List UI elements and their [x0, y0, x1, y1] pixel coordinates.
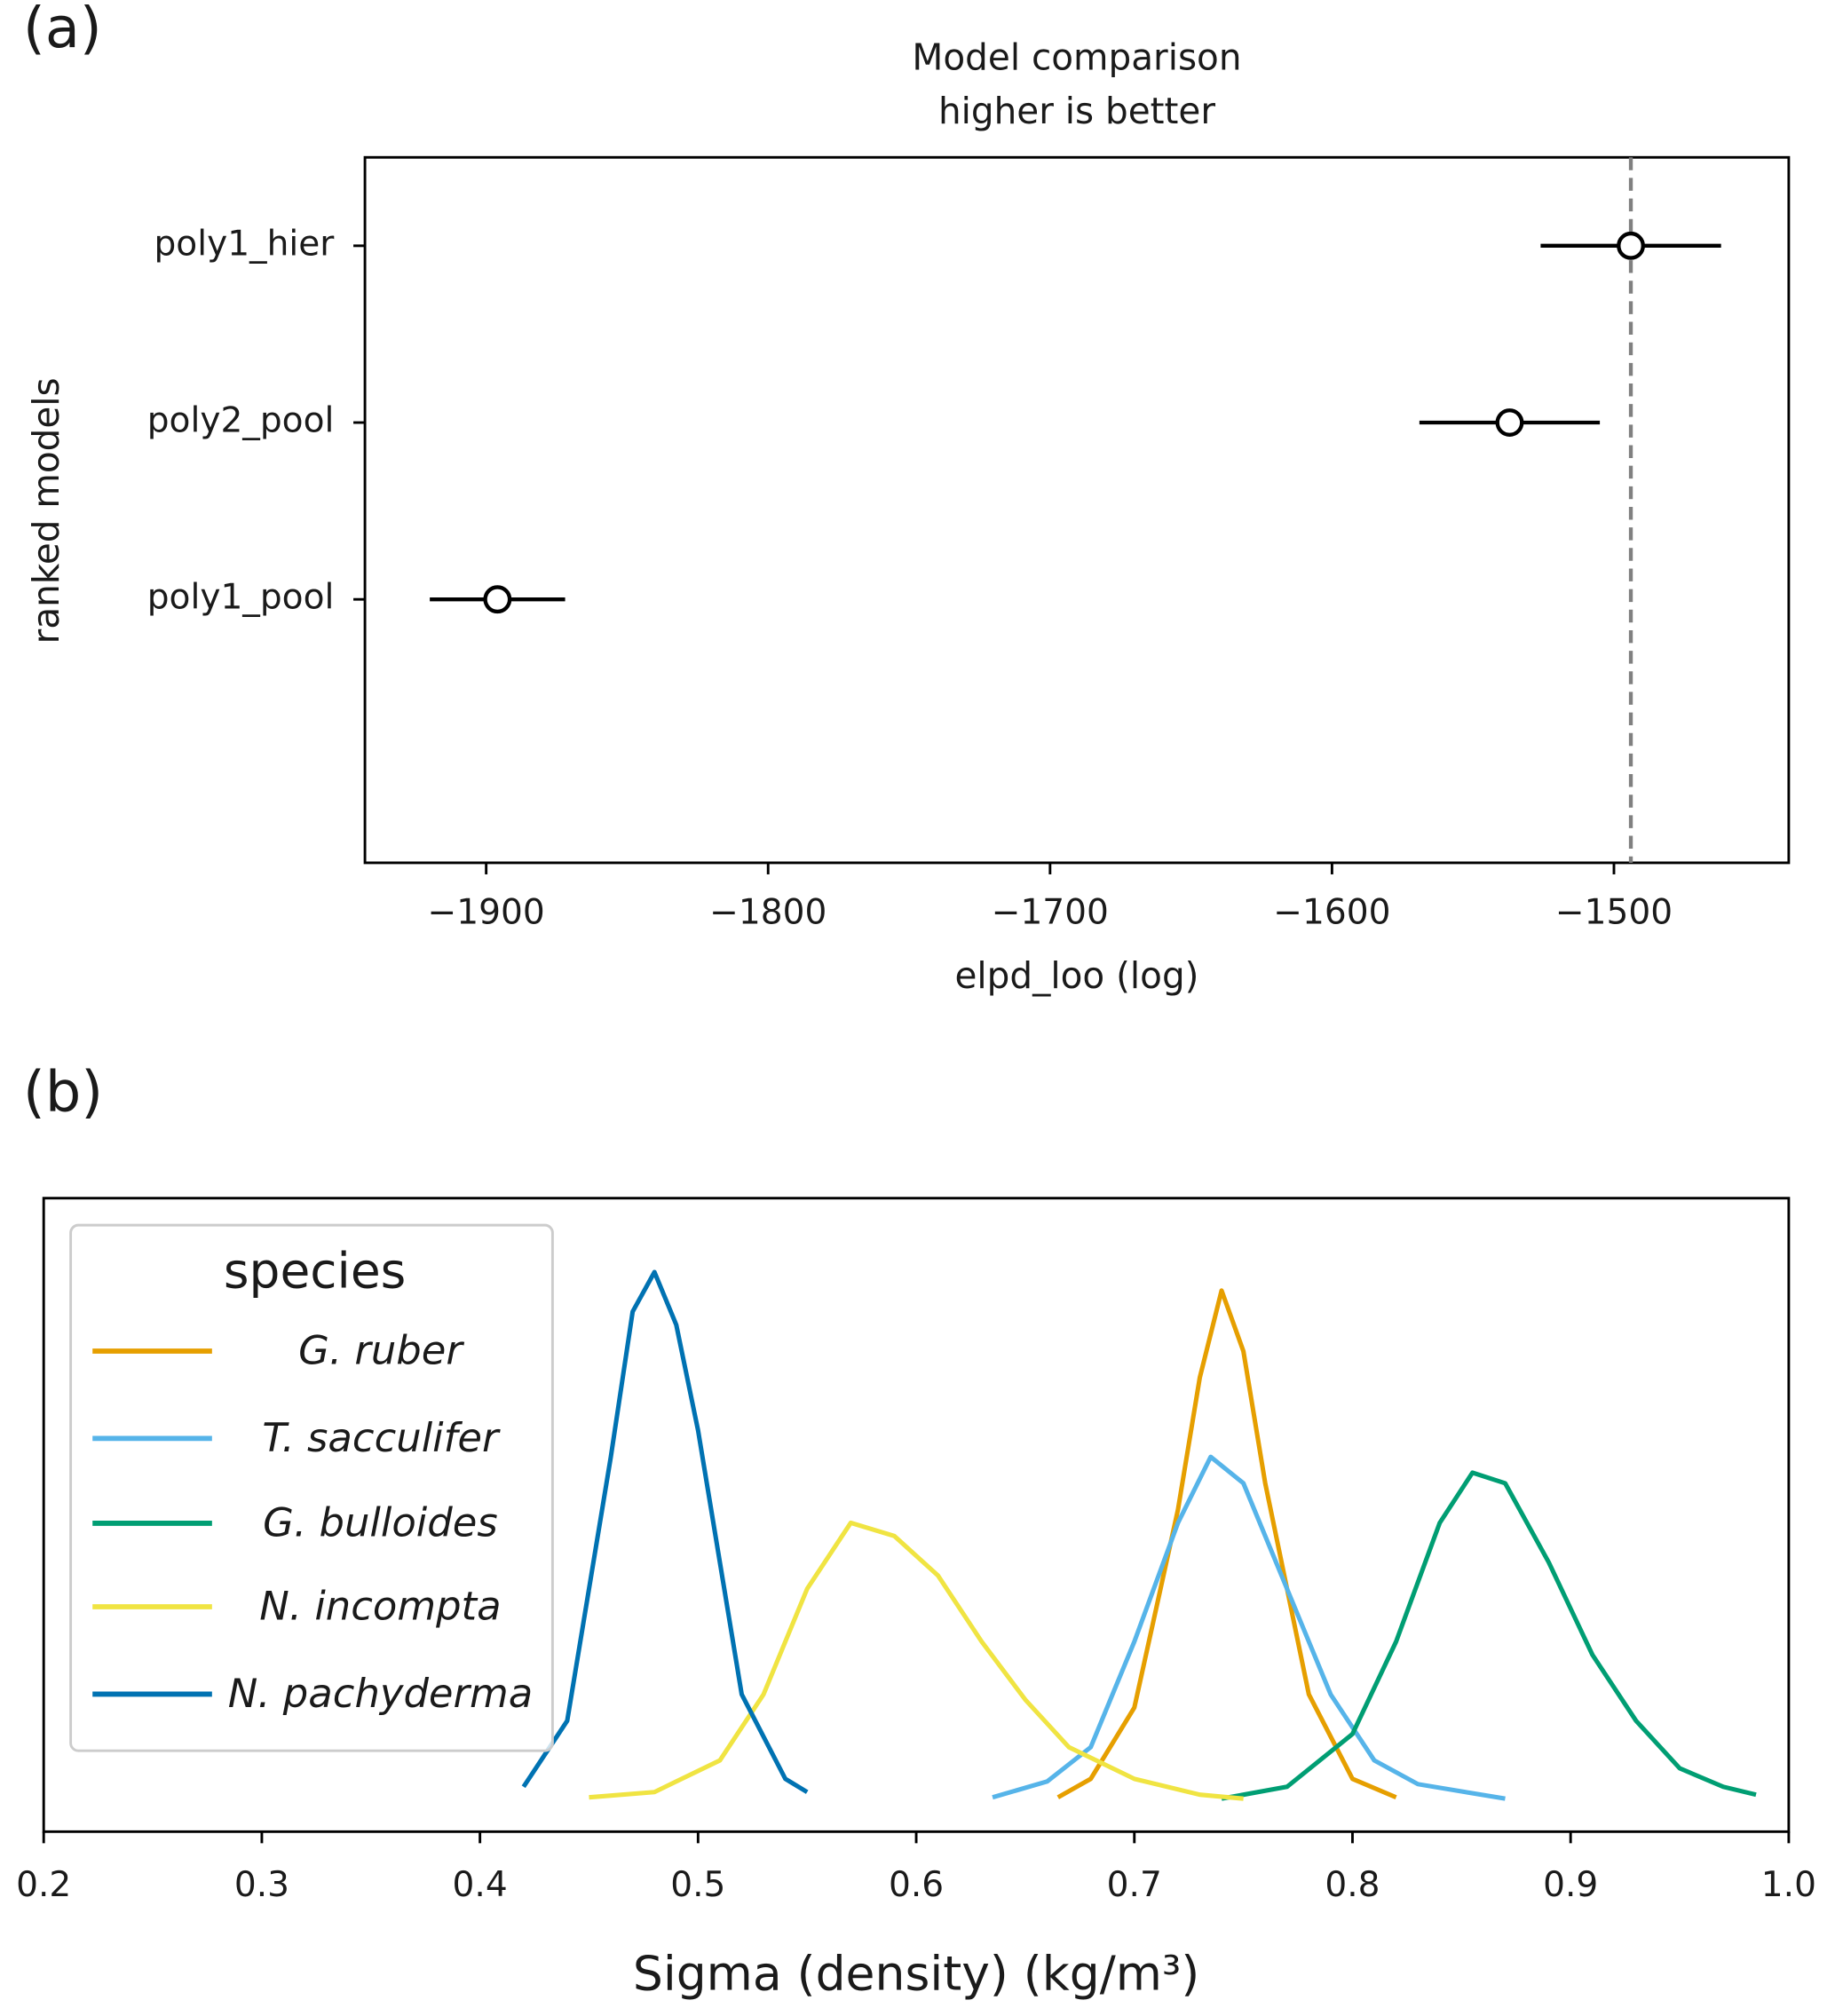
- x-tick-label: 0.3: [234, 1865, 289, 1905]
- x-tick-label: 1.0: [1761, 1865, 1816, 1905]
- density-line: [1056, 1288, 1397, 1800]
- x-tick-label: −1700: [992, 892, 1109, 932]
- y-tick-label: poly2_pool: [147, 401, 335, 441]
- chart-title: Model comparison: [912, 36, 1241, 78]
- x-tick-label: 0.8: [1325, 1865, 1380, 1905]
- legend-entry: N. pachyderma: [227, 1670, 534, 1717]
- point: [483, 585, 512, 614]
- density-line: [1221, 1470, 1757, 1801]
- legend-entry: T. sacculifer: [262, 1414, 499, 1461]
- legend-label: N. incompta: [259, 1583, 502, 1630]
- x-tick-label: 0.9: [1543, 1865, 1598, 1905]
- x-axis-label: Sigma (density) (kg/m³): [633, 1946, 1199, 2002]
- panel-label: (b): [23, 1060, 103, 1126]
- legend-label: G. ruber: [298, 1327, 463, 1374]
- plot-frame: [363, 155, 1791, 865]
- chart-subtitle: higher is better: [938, 90, 1215, 132]
- x-tick-label: 0.5: [670, 1865, 725, 1905]
- point: [1495, 408, 1524, 437]
- panel-label: (a): [23, 0, 102, 61]
- x-tick-label: −1600: [1273, 892, 1390, 932]
- legend-entry: G. bulloides: [263, 1499, 498, 1546]
- legend-entry: N. incompta: [259, 1583, 502, 1630]
- x-tick-label: −1900: [428, 892, 545, 932]
- x-axis-label: elpd_loo (log): [955, 954, 1199, 997]
- legend-label: T. sacculifer: [262, 1414, 499, 1461]
- x-tick-label: 0.6: [889, 1865, 944, 1905]
- x-tick-label: 0.7: [1107, 1865, 1162, 1905]
- y-tick-label: poly1_hier: [154, 224, 336, 264]
- legend-entry: G. ruber: [298, 1327, 463, 1374]
- y-axis-label: ranked models: [25, 377, 67, 644]
- x-tick-label: 0.4: [453, 1865, 508, 1905]
- legend-title: species: [224, 1242, 406, 1299]
- x-tick-label: −1800: [709, 892, 827, 932]
- density-line: [589, 1520, 1244, 1801]
- x-tick-label: −1500: [1555, 892, 1673, 932]
- point: [1617, 231, 1645, 260]
- legend-label: N. pachyderma: [227, 1670, 534, 1717]
- legend-label: G. bulloides: [263, 1499, 498, 1546]
- density-line: [521, 1269, 809, 1794]
- legend-box: [69, 1223, 554, 1752]
- y-tick-label: poly1_pool: [147, 578, 335, 618]
- x-tick-label: 0.2: [16, 1865, 71, 1905]
